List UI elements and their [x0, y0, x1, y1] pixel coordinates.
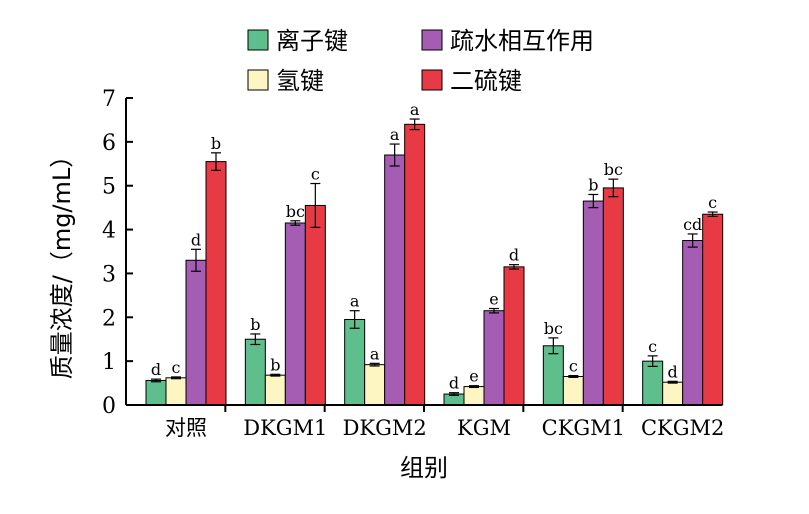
significance-label: cd — [683, 215, 702, 234]
x-tick-label: CKGM2 — [641, 416, 724, 440]
x-tick-label: CKGM1 — [542, 416, 625, 440]
significance-label: c — [648, 337, 657, 356]
y-tick-label: 7 — [102, 87, 116, 112]
bar — [284, 222, 306, 406]
y-tick-label: 5 — [102, 175, 116, 200]
significance-label: bc — [286, 202, 305, 221]
bar — [582, 200, 604, 406]
legend-label: 二硫键 — [450, 67, 522, 95]
x-axis-title: 组别 — [400, 454, 448, 482]
significance-label: b — [588, 175, 598, 194]
bar — [702, 213, 724, 406]
y-tick-label: 2 — [102, 306, 116, 331]
bar — [264, 374, 286, 406]
legend-swatch — [247, 29, 269, 51]
y-ticks: 0 1 2 3 4 5 6 7 — [102, 87, 133, 419]
legend-swatch — [247, 69, 269, 91]
legend-label: 氢键 — [276, 67, 324, 95]
bar — [244, 338, 266, 406]
significance-label: b — [270, 355, 280, 374]
significance-label: a — [390, 125, 400, 144]
significance-label: e — [489, 290, 498, 309]
significance-label: d — [509, 246, 519, 265]
significance-label: e — [469, 367, 478, 386]
x-ticks: 对照 DKGM1 DKGM2 KGM CKGM1 CKGM2 — [165, 405, 724, 440]
bar — [503, 266, 525, 406]
bar — [542, 345, 564, 406]
legend-swatch — [421, 69, 443, 91]
significance-label: b — [211, 134, 221, 153]
bar — [364, 364, 386, 406]
significance-label: c — [311, 165, 320, 184]
legend-label: 疏水相互作用 — [450, 27, 594, 55]
y-tick-label: 6 — [102, 131, 116, 156]
significance-label: bc — [544, 319, 563, 338]
bar — [662, 381, 684, 406]
significance-label: d — [191, 230, 201, 249]
bar — [205, 161, 227, 406]
bar — [562, 375, 584, 406]
x-tick-label: DKGM1 — [243, 416, 327, 440]
y-axis-title: 质量浓度/（mg/mL） — [48, 144, 76, 380]
significance-label: a — [370, 344, 380, 363]
significance-label: d — [668, 362, 678, 381]
bar — [682, 240, 704, 406]
bar — [344, 318, 366, 406]
x-tick-label: DKGM2 — [343, 416, 427, 440]
legend-swatch — [421, 29, 443, 51]
significance-label: c — [569, 357, 578, 376]
bar — [384, 154, 406, 406]
bar — [483, 310, 505, 406]
y-tick-label: 0 — [102, 394, 116, 419]
bar — [304, 204, 326, 406]
y-tick-label: 3 — [102, 262, 116, 287]
legend-label: 离子键 — [276, 27, 348, 55]
significance-label: a — [410, 100, 420, 119]
bar — [185, 259, 207, 406]
significance-label: a — [350, 292, 360, 311]
x-tick-label: 对照 — [165, 416, 207, 440]
significance-label: d — [151, 360, 161, 379]
bar — [642, 360, 664, 406]
bar — [404, 123, 426, 406]
bar — [145, 379, 167, 406]
significance-label: c — [708, 193, 717, 212]
significance-label: b — [250, 315, 260, 334]
significance-label: bc — [604, 160, 623, 179]
y-tick-label: 1 — [102, 350, 116, 375]
x-tick-label: KGM — [457, 416, 511, 440]
y-tick-label: 4 — [102, 219, 116, 244]
bar — [602, 187, 624, 406]
bar — [463, 386, 485, 406]
significance-label: d — [449, 374, 459, 393]
bar — [165, 377, 187, 406]
significance-label: c — [172, 358, 181, 377]
